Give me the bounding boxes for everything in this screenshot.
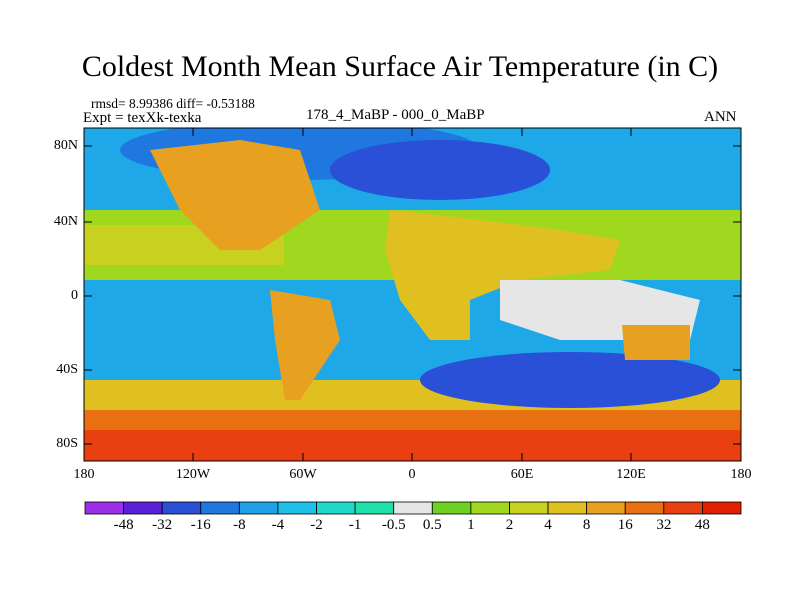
- colorbar-swatch: [547, 501, 588, 515]
- colorbar-swatch: [663, 501, 703, 515]
- colorbar-label: -48: [113, 517, 134, 533]
- colorbar-label: 16: [617, 517, 633, 533]
- period-label: 178_4_MaBP - 000_0_MaBP: [306, 107, 485, 123]
- lon-label-60w: 60W: [289, 467, 317, 482]
- colorbar-swatch: [509, 501, 549, 515]
- temperature-field: [84, 128, 741, 461]
- lat-label-80s: 80S: [56, 436, 78, 451]
- colorbar-swatch: [393, 501, 433, 515]
- colorbar-label: -0.5: [381, 517, 406, 533]
- colorbar-label: -16: [190, 517, 211, 533]
- colorbar-label: 4: [544, 517, 552, 533]
- colorbar-swatch: [470, 501, 510, 515]
- colorbar-label: -32: [152, 517, 173, 533]
- colorbar-label: -4: [271, 517, 285, 533]
- colorbar-label: 2: [505, 517, 514, 533]
- colorbar: [84, 501, 742, 515]
- stats-text: rmsd= 8.99386 diff= -0.53188: [91, 96, 255, 111]
- colorbar-swatch: [586, 501, 626, 515]
- lon-label-120w: 120W: [175, 467, 211, 482]
- colorbar-swatch: [702, 501, 742, 515]
- colorbar-label: 1: [467, 517, 475, 533]
- field-eurasia-africa: [385, 210, 620, 340]
- colorbar-label: 0.5: [422, 517, 442, 533]
- colorbar-swatch: [277, 501, 317, 515]
- lon-label-60e: 60E: [510, 467, 534, 482]
- map-title: Coldest Month Mean Surface Air Temperatu…: [81, 50, 719, 83]
- field-north-atlantic-cold: [330, 140, 550, 200]
- lat-label-80n: 80N: [53, 138, 78, 153]
- lon-label-0: 0: [408, 467, 416, 482]
- colorbar-swatch: [431, 501, 472, 515]
- lat-label-40n: 40N: [53, 214, 78, 229]
- colorbar-label: 48: [694, 517, 710, 533]
- lat-label-0: 0: [71, 288, 78, 303]
- colorbar-swatch: [123, 501, 163, 515]
- colorbar-swatch: [200, 501, 240, 515]
- lon-label-180w: 180: [73, 467, 95, 482]
- colorbar-swatch: [238, 501, 279, 515]
- colorbar-label: -8: [233, 517, 246, 533]
- colorbar-swatch: [84, 501, 124, 515]
- colorbar-swatch: [624, 501, 665, 515]
- colorbar-swatch: [354, 501, 395, 515]
- colorbar-swatch: [161, 501, 202, 515]
- season-label: ANN: [704, 109, 737, 125]
- lat-label-40s: 40S: [56, 362, 78, 377]
- colorbar-label: -1: [348, 517, 362, 533]
- field-south-america: [270, 290, 340, 400]
- colorbar-label: -2: [310, 517, 323, 533]
- colorbar-swatch: [316, 501, 356, 515]
- lon-label-120e: 120E: [616, 467, 646, 482]
- field-australia: [622, 325, 690, 360]
- experiment-label: Expt = texXk-texka: [83, 110, 202, 126]
- axis-ticks: [84, 128, 741, 461]
- colorbar-label: 8: [582, 517, 591, 533]
- colorbar-label: 32: [656, 517, 672, 533]
- field-southern-cold-pool: [420, 352, 720, 408]
- field-north-america: [150, 140, 320, 250]
- lon-label-180e: 180: [730, 467, 752, 482]
